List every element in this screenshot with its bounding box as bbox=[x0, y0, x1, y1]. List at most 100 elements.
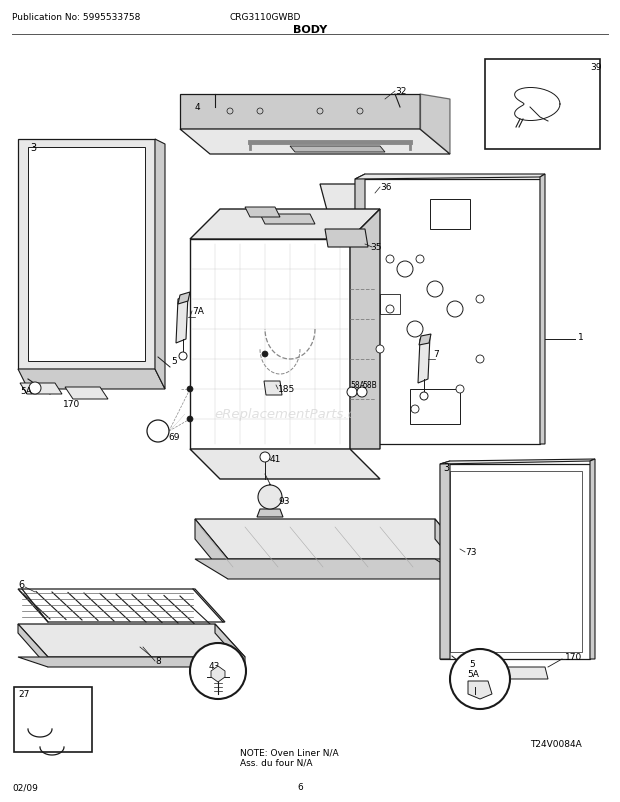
Circle shape bbox=[450, 649, 510, 709]
Polygon shape bbox=[355, 175, 545, 180]
Circle shape bbox=[386, 256, 394, 264]
Text: 8: 8 bbox=[155, 657, 161, 666]
Polygon shape bbox=[180, 130, 450, 155]
Circle shape bbox=[397, 261, 413, 277]
Circle shape bbox=[427, 282, 443, 298]
Polygon shape bbox=[215, 624, 245, 667]
Polygon shape bbox=[18, 589, 225, 622]
Polygon shape bbox=[257, 509, 283, 517]
Circle shape bbox=[347, 387, 357, 398]
Text: 3: 3 bbox=[30, 143, 36, 153]
Circle shape bbox=[29, 383, 41, 395]
Polygon shape bbox=[419, 334, 431, 346]
Polygon shape bbox=[180, 95, 420, 130]
Text: 4: 4 bbox=[195, 103, 201, 112]
Circle shape bbox=[411, 406, 419, 414]
Text: 170: 170 bbox=[63, 400, 80, 409]
Polygon shape bbox=[211, 666, 225, 683]
Text: eReplacementParts.com: eReplacementParts.com bbox=[214, 408, 376, 421]
Circle shape bbox=[476, 296, 484, 304]
Circle shape bbox=[447, 302, 463, 318]
Polygon shape bbox=[245, 208, 280, 217]
Polygon shape bbox=[430, 200, 470, 229]
Circle shape bbox=[227, 109, 233, 115]
Text: 41: 41 bbox=[270, 455, 281, 464]
Text: 5: 5 bbox=[171, 357, 177, 366]
Circle shape bbox=[317, 109, 323, 115]
Polygon shape bbox=[195, 559, 468, 579]
Polygon shape bbox=[440, 460, 595, 464]
Bar bbox=[485, 60, 600, 150]
Polygon shape bbox=[468, 681, 492, 699]
Circle shape bbox=[420, 392, 428, 400]
Circle shape bbox=[476, 355, 484, 363]
Polygon shape bbox=[178, 293, 190, 305]
Polygon shape bbox=[440, 461, 450, 659]
Circle shape bbox=[407, 322, 423, 338]
Text: 3: 3 bbox=[443, 463, 449, 472]
Polygon shape bbox=[65, 387, 108, 399]
Polygon shape bbox=[320, 184, 378, 215]
Text: 73: 73 bbox=[465, 548, 477, 557]
Polygon shape bbox=[290, 147, 385, 153]
Polygon shape bbox=[195, 520, 228, 579]
Text: CRG3110GWBD: CRG3110GWBD bbox=[230, 14, 301, 22]
Polygon shape bbox=[176, 296, 188, 343]
Text: 93: 93 bbox=[278, 497, 290, 506]
Polygon shape bbox=[355, 175, 365, 444]
Circle shape bbox=[257, 109, 263, 115]
Text: Publication No: 5995533758: Publication No: 5995533758 bbox=[12, 14, 140, 22]
Polygon shape bbox=[418, 337, 430, 383]
Polygon shape bbox=[20, 383, 62, 395]
Polygon shape bbox=[328, 215, 385, 229]
Polygon shape bbox=[190, 449, 380, 480]
Polygon shape bbox=[190, 240, 350, 449]
Circle shape bbox=[456, 386, 464, 394]
Circle shape bbox=[187, 387, 193, 392]
Polygon shape bbox=[18, 370, 165, 390]
Polygon shape bbox=[350, 210, 380, 449]
Polygon shape bbox=[410, 390, 460, 424]
Text: 6: 6 bbox=[18, 579, 24, 589]
Polygon shape bbox=[18, 140, 155, 370]
Polygon shape bbox=[355, 180, 540, 444]
Polygon shape bbox=[505, 667, 548, 679]
Circle shape bbox=[462, 666, 474, 678]
Polygon shape bbox=[155, 140, 165, 390]
Polygon shape bbox=[380, 294, 400, 314]
Circle shape bbox=[416, 256, 424, 264]
Bar bbox=[14, 687, 92, 752]
Polygon shape bbox=[325, 229, 368, 248]
Text: 27: 27 bbox=[18, 690, 29, 699]
Text: T24V0084A: T24V0084A bbox=[530, 739, 582, 748]
Circle shape bbox=[258, 485, 282, 509]
Circle shape bbox=[147, 420, 169, 443]
Circle shape bbox=[260, 452, 270, 463]
Text: 35: 35 bbox=[370, 243, 381, 252]
Text: 58B: 58B bbox=[362, 381, 377, 390]
Text: 69: 69 bbox=[168, 433, 180, 442]
Circle shape bbox=[357, 109, 363, 115]
Polygon shape bbox=[28, 148, 145, 362]
Circle shape bbox=[376, 346, 384, 354]
Text: 58A: 58A bbox=[350, 381, 365, 390]
Text: 185: 185 bbox=[278, 385, 295, 394]
Polygon shape bbox=[18, 624, 48, 667]
Text: 5A: 5A bbox=[20, 387, 32, 396]
Polygon shape bbox=[420, 95, 450, 155]
Text: 43: 43 bbox=[209, 662, 220, 670]
Text: 39: 39 bbox=[590, 63, 601, 72]
Circle shape bbox=[179, 353, 187, 361]
Text: 7A: 7A bbox=[192, 307, 204, 316]
Text: 36: 36 bbox=[380, 184, 391, 192]
Polygon shape bbox=[195, 520, 468, 559]
Circle shape bbox=[187, 416, 193, 423]
Text: 5A: 5A bbox=[467, 670, 479, 678]
Polygon shape bbox=[190, 210, 380, 240]
Text: 6: 6 bbox=[297, 783, 303, 792]
Text: 170: 170 bbox=[565, 653, 582, 662]
Text: Ass. du four N/A: Ass. du four N/A bbox=[240, 758, 312, 767]
Text: BODY: BODY bbox=[293, 25, 327, 35]
Polygon shape bbox=[18, 657, 245, 667]
Circle shape bbox=[190, 643, 246, 699]
